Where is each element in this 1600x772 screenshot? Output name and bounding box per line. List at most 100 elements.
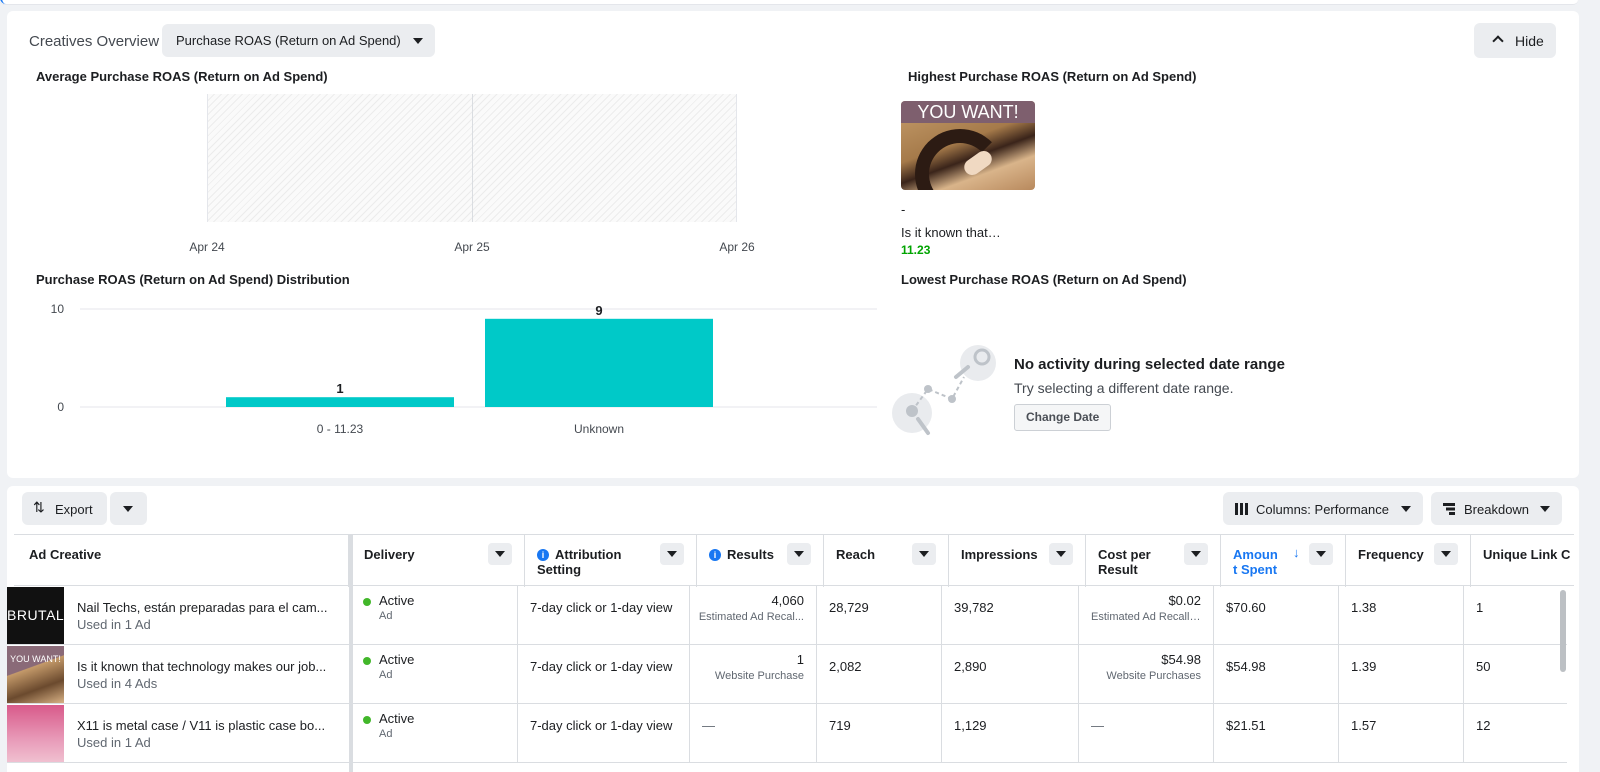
category-label: 0 - 11.23: [317, 422, 364, 436]
columns-label: Columns: Performance: [1256, 502, 1389, 517]
column-options-button[interactable]: [660, 543, 684, 565]
results-cell: 4,060 Estimated Ad Recal...: [690, 586, 817, 645]
column-options-button[interactable]: [1434, 543, 1458, 565]
cost-value: —: [1091, 718, 1104, 733]
average-line-chart: [207, 94, 737, 222]
creative-name[interactable]: Is it known that technology makes our jo…: [77, 659, 327, 674]
delivery-level: Ad: [379, 610, 393, 622]
creative-cell[interactable]: X11 is metal case / V11 is plastic case …: [7, 704, 345, 763]
metric-select[interactable]: Purchase ROAS (Return on Ad Spend): [162, 24, 435, 57]
caret-down-icon: [1401, 506, 1411, 512]
frequency-cell: 1.57: [1339, 704, 1464, 763]
unique-clicks-value: 1: [1476, 600, 1484, 615]
attribution-value: 7-day click or 1-day view: [530, 659, 673, 674]
columns-icon: [1235, 503, 1248, 515]
results-cell: 1 Website Purchase: [690, 645, 817, 704]
vertical-scrollbar[interactable]: [1560, 590, 1566, 672]
attribution-value: 7-day click or 1-day view: [530, 600, 673, 615]
distribution-bar[interactable]: [485, 318, 713, 407]
column-header-impressions[interactable]: Impressions: [949, 535, 1086, 587]
status-dot-icon: [363, 716, 371, 724]
info-icon[interactable]: i: [537, 549, 549, 561]
breakdown-label: Breakdown: [1464, 502, 1530, 517]
column-header-cost-per-result[interactable]: Cost per Result: [1086, 535, 1221, 587]
table-header: Ad Creative Delivery i Attribution Settin…: [14, 534, 1574, 587]
impressions-cell: 2,890: [942, 645, 1079, 704]
amount-value: $21.51: [1226, 718, 1266, 733]
hide-button[interactable]: Hide: [1474, 23, 1556, 58]
delivery-cell: Active Ad: [349, 645, 518, 704]
category-label: Unknown: [574, 422, 624, 436]
highest-creative-thumbnail[interactable]: YOU WANT!: [901, 101, 1035, 190]
impressions-cell: 39,782: [942, 586, 1079, 645]
column-header-amount-spent[interactable]: Amount Spent ↓: [1221, 535, 1346, 587]
cost-value: $0.02: [1168, 593, 1201, 608]
table-row[interactable]: YOU WANT! Is it known that technology ma…: [7, 645, 1567, 704]
bar-value-label: 1: [336, 381, 343, 396]
impressions-value: 1,129: [954, 718, 987, 733]
breakdown-button[interactable]: Breakdown: [1431, 492, 1562, 525]
reach-value: 28,729: [829, 600, 869, 615]
y-tick-label: 0: [57, 400, 64, 414]
column-header-attribution[interactable]: i Attribution Setting: [525, 535, 697, 587]
column-header-results[interactable]: i Results: [697, 535, 824, 587]
amount-value: $54.98: [1226, 659, 1266, 674]
column-options-button[interactable]: [488, 543, 512, 565]
frequency-cell: 1.38: [1339, 586, 1464, 645]
delivery-level: Ad: [379, 669, 393, 681]
impressions-value: 2,890: [954, 659, 987, 674]
creative-name[interactable]: X11 is metal case / V11 is plastic case …: [77, 718, 326, 733]
creative-thumbnail[interactable]: BRUTAL: [7, 587, 64, 644]
reach-cell: 2,082: [817, 645, 942, 704]
column-options-button[interactable]: [787, 543, 811, 565]
highest-title: Highest Purchase ROAS (Return on Ad Spen…: [908, 69, 1197, 84]
empty-state-title: No activity during selected date range: [1014, 356, 1285, 373]
creative-usage: Used in 1 Ad: [77, 617, 151, 632]
column-header-ad-creative[interactable]: Ad Creative: [14, 535, 352, 587]
column-header-delivery[interactable]: Delivery: [352, 535, 525, 587]
delivery-status: Active: [379, 593, 415, 608]
creative-cell[interactable]: YOU WANT! Is it known that technology ma…: [7, 645, 345, 704]
column-options-button[interactable]: [1309, 543, 1333, 565]
export-button[interactable]: ⇅ Export: [22, 492, 107, 525]
change-date-button[interactable]: Change Date: [1014, 404, 1112, 431]
reach-cell: 719: [817, 704, 942, 763]
cost-type: Estimated Ad Recall ...: [1091, 611, 1201, 623]
column-header-reach[interactable]: Reach: [824, 535, 949, 587]
delivery-status: Active: [379, 652, 415, 667]
caret-down-icon: [1540, 506, 1550, 512]
unique-clicks-cell: 50: [1464, 645, 1567, 704]
sort-arrows-icon: ⇅: [33, 499, 45, 515]
export-options-button[interactable]: [110, 492, 147, 525]
empty-state-illustration-icon: [892, 345, 996, 435]
columns-button[interactable]: Columns: Performance: [1223, 492, 1423, 525]
reach-value: 719: [829, 718, 851, 733]
results-type: Website Purchase: [714, 670, 804, 682]
table-row[interactable]: BRUTAL Nail Techs, están preparadas para…: [7, 586, 1567, 645]
results-cell: —: [690, 704, 817, 763]
column-options-button[interactable]: [1049, 543, 1073, 565]
cost-value: $54.98: [1161, 652, 1201, 667]
delivery-cell: Active Ad: [349, 704, 518, 763]
bar-value-label: 9: [595, 303, 602, 318]
impressions-cell: 1,129: [942, 704, 1079, 763]
column-header-unique-link-clicks[interactable]: Unique Link C: [1483, 547, 1571, 562]
table-row[interactable]: X11 is metal case / V11 is plastic case …: [7, 704, 1567, 763]
results-value: —: [702, 718, 715, 733]
overview-title: Creatives Overview: [29, 33, 160, 50]
creative-thumbnail[interactable]: YOU WANT!: [7, 646, 64, 703]
amount-cell: $54.98: [1214, 645, 1339, 704]
creative-cell[interactable]: BRUTAL Nail Techs, están preparadas para…: [7, 586, 345, 645]
hide-label: Hide: [1515, 33, 1544, 49]
column-options-button[interactable]: [1184, 543, 1208, 565]
info-icon[interactable]: i: [709, 549, 721, 561]
frequency-value: 1.57: [1351, 718, 1377, 733]
creative-name[interactable]: Nail Techs, están preparadas para el cam…: [77, 600, 328, 615]
frequency-cell: 1.39: [1339, 645, 1464, 704]
unique-clicks-value: 50: [1476, 659, 1491, 674]
lowest-title: Lowest Purchase ROAS (Return on Ad Spend…: [901, 272, 1187, 287]
creative-thumbnail[interactable]: [7, 705, 64, 762]
column-options-button[interactable]: [912, 543, 936, 565]
column-header-frequency[interactable]: Frequency: [1346, 535, 1471, 587]
distribution-bar[interactable]: [226, 397, 454, 407]
